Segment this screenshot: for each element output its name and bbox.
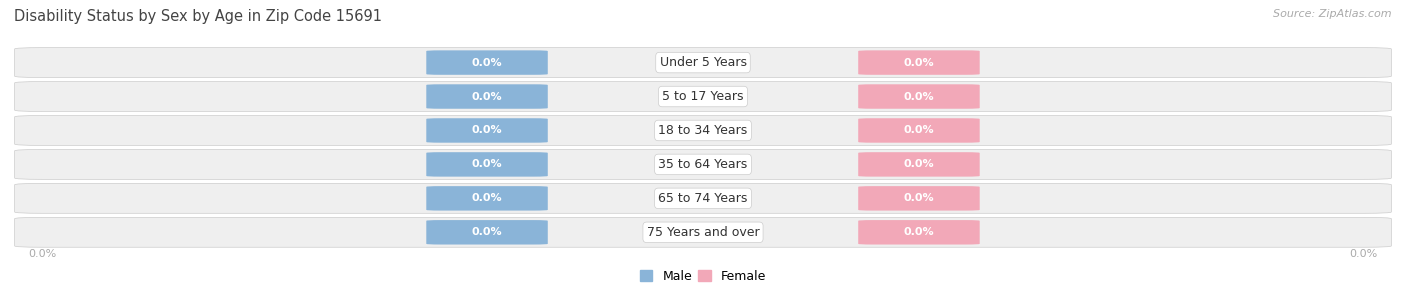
Text: 35 to 64 Years: 35 to 64 Years <box>658 158 748 171</box>
Text: 5 to 17 Years: 5 to 17 Years <box>662 90 744 103</box>
FancyBboxPatch shape <box>14 150 1392 179</box>
Text: 0.0%: 0.0% <box>472 193 502 203</box>
Text: 0.0%: 0.0% <box>472 227 502 237</box>
FancyBboxPatch shape <box>14 217 1392 247</box>
Text: Source: ZipAtlas.com: Source: ZipAtlas.com <box>1274 9 1392 19</box>
Legend: Male, Female: Male, Female <box>636 265 770 288</box>
Text: 0.0%: 0.0% <box>472 126 502 136</box>
Text: 0.0%: 0.0% <box>904 227 934 237</box>
FancyBboxPatch shape <box>426 152 548 177</box>
FancyBboxPatch shape <box>426 84 548 109</box>
Text: 65 to 74 Years: 65 to 74 Years <box>658 192 748 205</box>
FancyBboxPatch shape <box>858 220 980 244</box>
Text: 18 to 34 Years: 18 to 34 Years <box>658 124 748 137</box>
FancyBboxPatch shape <box>14 48 1392 78</box>
FancyBboxPatch shape <box>14 116 1392 145</box>
Text: 0.0%: 0.0% <box>1350 249 1378 259</box>
Text: 0.0%: 0.0% <box>904 92 934 102</box>
FancyBboxPatch shape <box>858 84 980 109</box>
FancyBboxPatch shape <box>858 186 980 211</box>
FancyBboxPatch shape <box>426 118 548 143</box>
Text: 0.0%: 0.0% <box>472 92 502 102</box>
Text: Disability Status by Sex by Age in Zip Code 15691: Disability Status by Sex by Age in Zip C… <box>14 9 382 24</box>
FancyBboxPatch shape <box>426 50 548 75</box>
Text: Under 5 Years: Under 5 Years <box>659 56 747 69</box>
FancyBboxPatch shape <box>858 50 980 75</box>
FancyBboxPatch shape <box>14 81 1392 112</box>
FancyBboxPatch shape <box>426 220 548 244</box>
Text: 0.0%: 0.0% <box>472 57 502 67</box>
Text: 0.0%: 0.0% <box>904 193 934 203</box>
FancyBboxPatch shape <box>858 152 980 177</box>
FancyBboxPatch shape <box>426 186 548 211</box>
Text: 0.0%: 0.0% <box>904 57 934 67</box>
Text: 0.0%: 0.0% <box>28 249 56 259</box>
Text: 0.0%: 0.0% <box>472 159 502 169</box>
Text: 0.0%: 0.0% <box>904 126 934 136</box>
Text: 75 Years and over: 75 Years and over <box>647 226 759 239</box>
FancyBboxPatch shape <box>858 118 980 143</box>
FancyBboxPatch shape <box>14 183 1392 213</box>
Text: 0.0%: 0.0% <box>904 159 934 169</box>
